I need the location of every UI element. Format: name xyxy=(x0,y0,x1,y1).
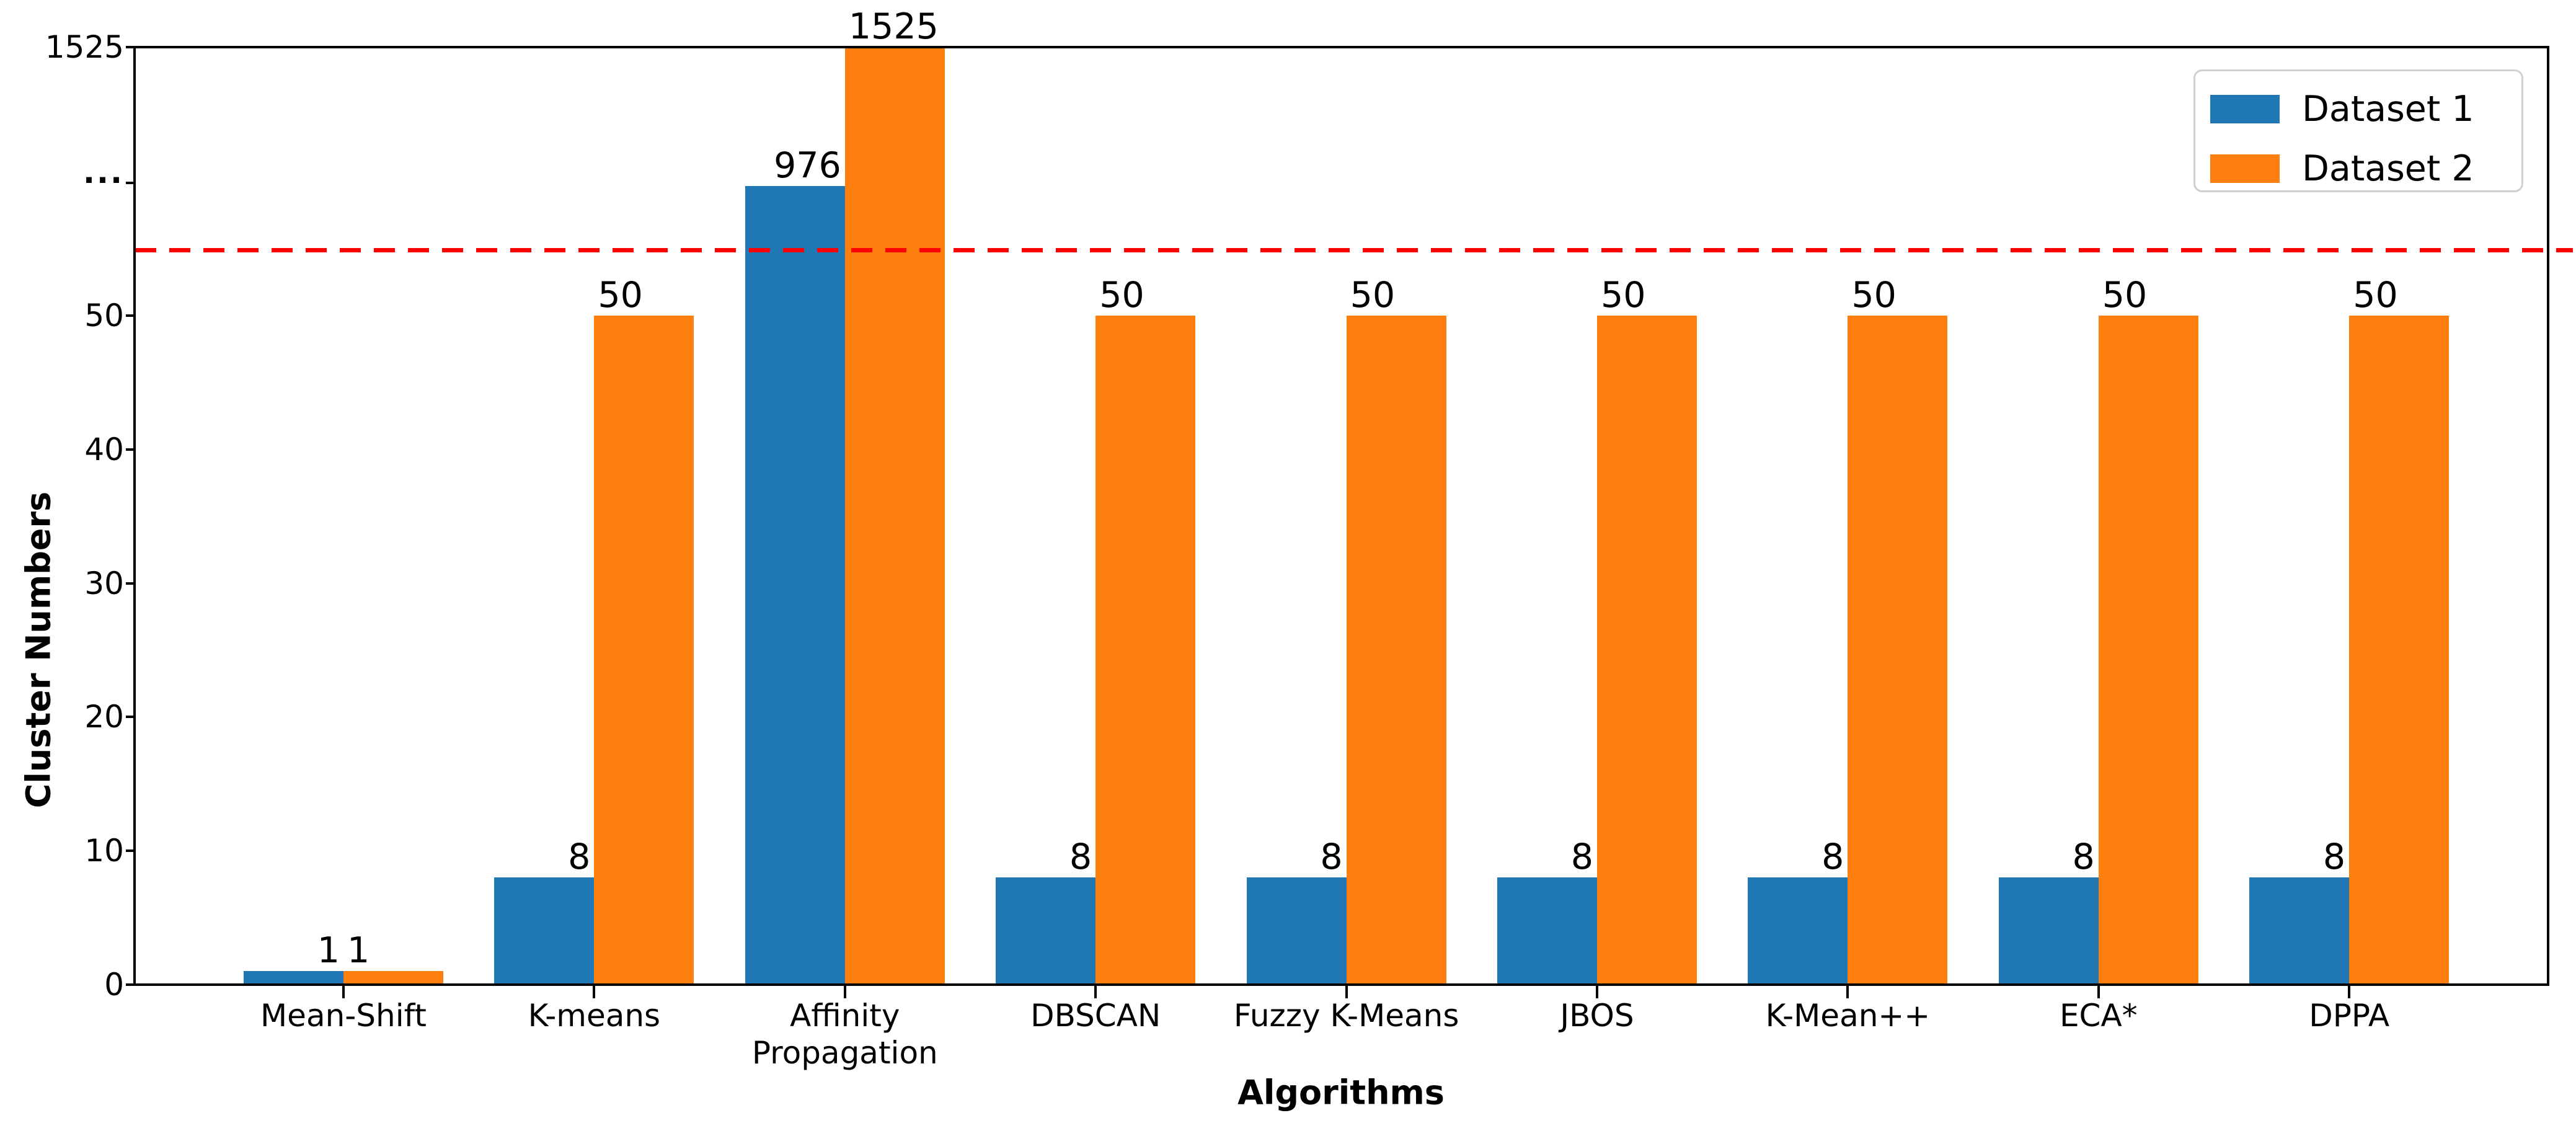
bar-value-label-dataset2-fuzzy-k-means: 50 xyxy=(1350,275,1396,316)
bar-dataset2-eca- xyxy=(2098,316,2198,985)
x-tick-k-means xyxy=(593,985,596,998)
axis-break-reference-line xyxy=(135,248,2573,252)
x-tick-label-jbos: JBOS xyxy=(1560,998,1634,1034)
bar-dataset1-jbos xyxy=(1497,877,1597,985)
y-tick-30 xyxy=(126,582,135,585)
bar-dataset2-dppa xyxy=(2349,316,2450,985)
bar-dataset1-eca- xyxy=(1998,877,2099,985)
y-tick-label-50: 50 xyxy=(84,298,124,334)
bar-dataset2-fuzzy-k-means xyxy=(1346,316,1446,985)
dataset1-swatch-icon xyxy=(2210,95,2280,123)
bar-value-label-dataset2-k-means: 50 xyxy=(598,275,643,316)
bar-dataset2-jbos xyxy=(1597,316,1697,985)
bar-value-label-dataset1-dppa: 8 xyxy=(2322,836,2346,878)
bar-value-label-dataset2-dbscan: 50 xyxy=(1099,275,1144,316)
bar-dataset1-mean-shift xyxy=(244,971,343,985)
bar-value-label-dataset1-jbos: 8 xyxy=(1570,836,1593,878)
y-tick-label-10: 10 xyxy=(84,833,124,869)
bar-value-label-dataset2-jbos: 50 xyxy=(1601,275,1646,316)
x-tick-label-k-means: K-means xyxy=(528,998,661,1034)
bar-value-label-dataset1-affinity: 976 xyxy=(774,145,841,186)
y-tick-10 xyxy=(126,849,135,853)
y-tick-40 xyxy=(126,448,135,451)
y-tick-label-0: 0 xyxy=(104,967,124,1003)
bar-value-label-dataset1-k-mean-: 8 xyxy=(1821,836,1844,878)
bar-dataset2-k-means xyxy=(594,316,694,985)
x-tick-label-dbscan: DBSCAN xyxy=(1030,998,1161,1034)
y-tick-label-30: 30 xyxy=(84,565,124,601)
bar-dataset2-dbscan xyxy=(1095,316,1196,985)
bar-dataset1-affinity xyxy=(745,186,845,985)
legend-label-dataset1: Dataset 1 xyxy=(2302,89,2474,130)
bar-value-label-dataset2-mean-shift: 1 xyxy=(347,930,370,972)
x-tick-affinity xyxy=(843,985,846,998)
x-tick-label-eca-: ECA* xyxy=(2059,998,2138,1034)
y-tick-label-40: 40 xyxy=(84,431,124,468)
y-tick-20 xyxy=(126,716,135,719)
x-tick-label-k-mean-: K-Mean++ xyxy=(1765,998,1931,1034)
bar-value-label-dataset1-fuzzy-k-means: 8 xyxy=(1320,836,1343,878)
y-axis-title: Cluster Numbers xyxy=(19,491,58,809)
bar-value-label-dataset1-mean-shift: 1 xyxy=(317,930,340,972)
bar-value-label-dataset2-k-mean-: 50 xyxy=(1851,275,1897,316)
bar-dataset1-k-means xyxy=(494,877,595,985)
bar-value-label-dataset2-dppa: 50 xyxy=(2353,275,2398,316)
bar-dataset2-affinity xyxy=(844,47,945,985)
y-tick-label-top: 1525 xyxy=(45,29,124,65)
bar-value-label-dataset1-eca-: 8 xyxy=(2072,836,2095,878)
x-tick-label-mean-shift: Mean-Shift xyxy=(260,998,427,1034)
bar-value-label-dataset2-eca-: 50 xyxy=(2102,275,2148,316)
x-tick-dbscan xyxy=(1094,985,1097,998)
x-axis-title: Algorithms xyxy=(1237,1073,1445,1112)
bar-value-label-dataset2-affinity: 1525 xyxy=(848,6,939,47)
bar-dataset1-dppa xyxy=(2249,877,2350,985)
legend-item-dataset2: Dataset 2 xyxy=(2195,147,2521,190)
x-tick-label-affinity: Affinity Propagation xyxy=(751,998,938,1071)
y-axis-break-tick xyxy=(126,182,135,184)
bar-dataset1-dbscan xyxy=(996,877,1096,985)
bar-dataset2-k-mean- xyxy=(1848,316,1948,985)
x-tick-dppa xyxy=(2348,985,2351,998)
y-tick-label-20: 20 xyxy=(84,699,124,735)
dataset2-swatch-icon xyxy=(2210,154,2280,183)
y-tick-0 xyxy=(126,983,135,986)
legend-item-dataset1: Dataset 1 xyxy=(2195,87,2521,131)
y-tick-50 xyxy=(126,314,135,317)
bar-dataset2-mean-shift xyxy=(343,971,443,985)
legend-label-dataset2: Dataset 2 xyxy=(2302,148,2474,189)
bar-dataset1-k-mean- xyxy=(1748,877,1848,985)
y-tick-top xyxy=(126,46,135,48)
x-tick-label-dppa: DPPA xyxy=(2309,998,2390,1034)
x-tick-eca- xyxy=(2097,985,2100,998)
bar-value-label-dataset1-dbscan: 8 xyxy=(1069,836,1092,878)
x-tick-jbos xyxy=(1596,985,1598,998)
x-tick-mean-shift xyxy=(342,985,345,998)
bar-dataset1-fuzzy-k-means xyxy=(1246,877,1347,985)
y-axis-break-label: ... xyxy=(83,154,124,190)
x-tick-k-mean- xyxy=(1846,985,1849,998)
legend: Dataset 1 Dataset 2 xyxy=(2193,69,2523,192)
bar-value-label-dataset1-k-means: 8 xyxy=(568,836,591,878)
x-tick-fuzzy-k-means xyxy=(1345,985,1348,998)
x-tick-label-fuzzy-k-means: Fuzzy K-Means xyxy=(1233,998,1459,1034)
